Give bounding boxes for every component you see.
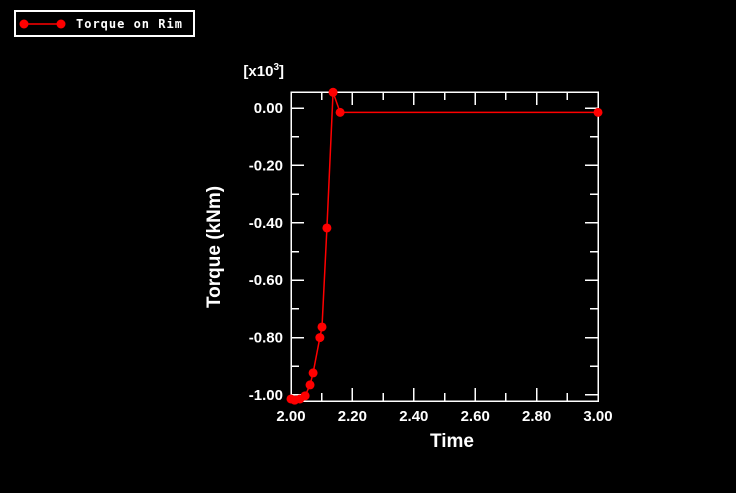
data-point-marker: [300, 391, 310, 401]
x-tick-label: 3.00: [583, 408, 612, 425]
y-tick-label: -0.60: [249, 272, 283, 289]
data-point-marker: [593, 107, 603, 117]
series-line: [290, 92, 598, 401]
data-point-marker: [335, 107, 345, 117]
plot-frame: [290, 91, 599, 402]
x-tick-label: 2.40: [399, 408, 428, 425]
y-axis-multiplier-label: [x103]: [228, 62, 284, 80]
multiplier-exponent: 3: [273, 62, 279, 73]
legend-marker-left: [19, 19, 29, 29]
legend-marker-icon: [19, 19, 66, 29]
data-point-marker: [322, 223, 332, 233]
y-tick-label: -0.80: [249, 330, 283, 347]
x-tick-label: 2.20: [338, 408, 367, 425]
legend[interactable]: Torque on Rim: [14, 10, 195, 37]
multiplier-suffix: ]: [279, 63, 284, 80]
x-axis-title: Time: [429, 431, 475, 452]
data-point-marker: [308, 368, 318, 378]
y-tick-label: -0.20: [249, 157, 283, 174]
legend-series-label: Torque on Rim: [76, 16, 183, 31]
x-tick-label: 2.80: [522, 408, 551, 425]
y-tick-label: 0.00: [254, 100, 283, 117]
x-tick-label: 2.60: [461, 408, 490, 425]
multiplier-prefix: [x10: [243, 63, 274, 80]
legend-marker-right: [56, 19, 66, 29]
data-point-marker: [315, 333, 325, 343]
data-point-marker: [328, 87, 338, 97]
x-tick-label: 2.00: [276, 408, 305, 425]
y-tick-label: -1.00: [249, 387, 283, 404]
data-point-marker: [305, 380, 315, 390]
y-tick-label: -0.40: [249, 215, 283, 232]
data-point-marker: [317, 322, 327, 332]
